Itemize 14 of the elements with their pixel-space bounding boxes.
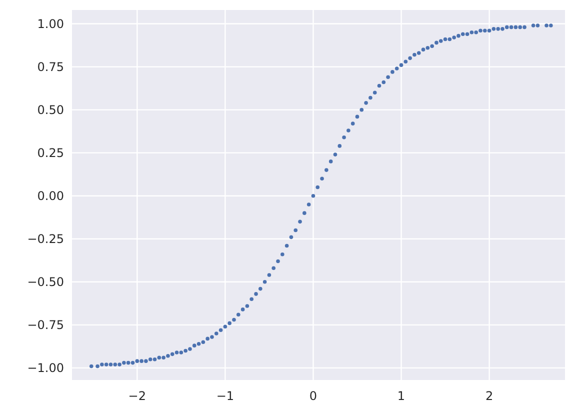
y-tick-label: −0.75 <box>27 318 64 332</box>
y-tick-label: 0.75 <box>37 60 64 74</box>
x-tick-label: −2 <box>128 389 146 403</box>
y-tick-label: 0.00 <box>37 189 64 204</box>
y-tick-label: 0.25 <box>37 146 64 160</box>
x-tick-label: 1 <box>397 389 406 403</box>
y-tick-label: −0.25 <box>27 232 64 246</box>
y-tick-label: −0.50 <box>27 275 64 290</box>
y-tick-label: 0.50 <box>37 103 64 118</box>
y-tick-label: 1.00 <box>37 16 64 31</box>
y-tick-label: −1.00 <box>27 361 64 376</box>
x-tick-label: 0 <box>309 389 318 403</box>
x-tick-label: −1 <box>216 389 234 403</box>
x-tick-label: 2 <box>485 389 494 403</box>
